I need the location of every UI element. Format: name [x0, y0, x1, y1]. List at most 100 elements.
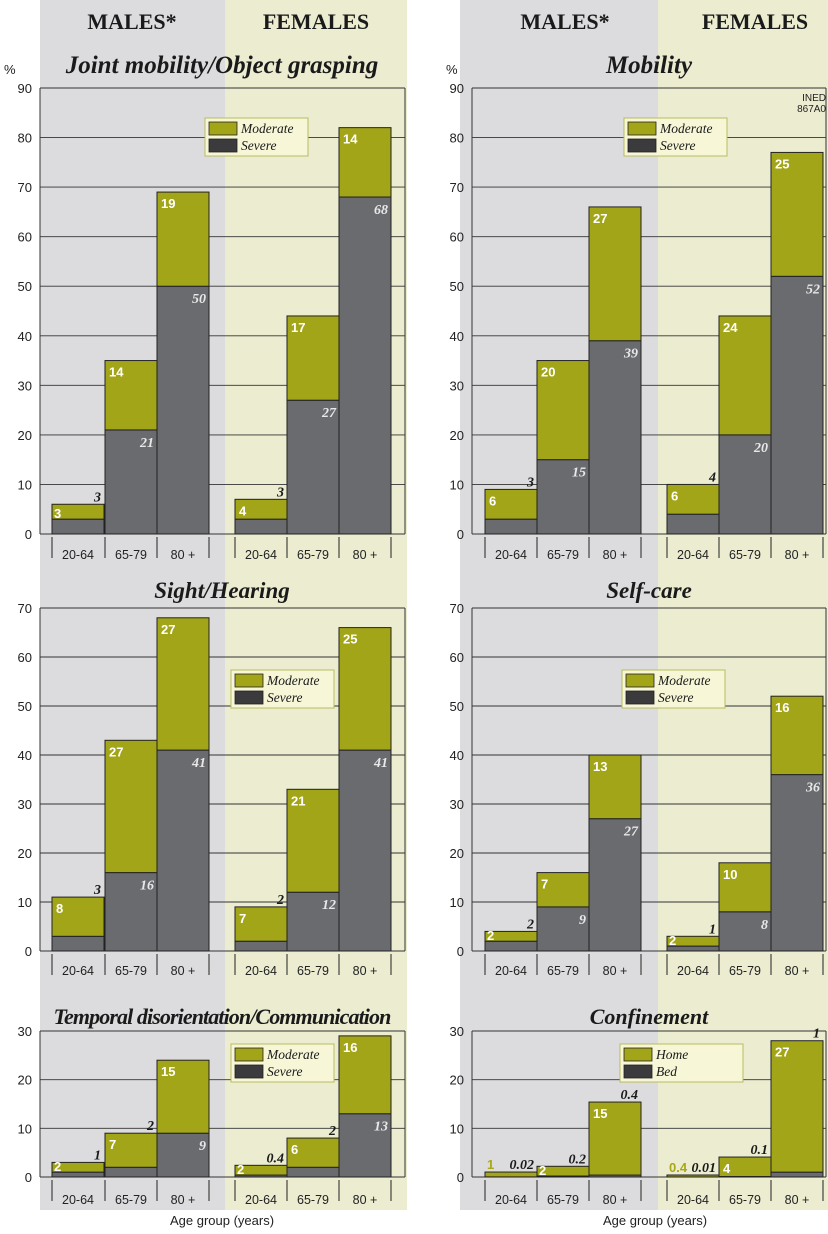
- legend-label: Severe: [658, 690, 693, 705]
- data-label-severe: 3: [276, 485, 284, 500]
- y-tick-label: 0: [25, 944, 32, 959]
- legend-swatch-severe: [627, 138, 657, 153]
- chart-panel-1: Joint mobility/Object grasping 0 10 20 30 40 5…: [18, 52, 406, 562]
- data-label-severe: 0.4: [267, 1151, 285, 1166]
- y-tick-label: 20: [450, 846, 464, 861]
- bar-severe: [104, 872, 158, 952]
- data-label-severe: 0.2: [569, 1152, 587, 1167]
- legend-label: Bed: [656, 1064, 677, 1079]
- bar-severe: [234, 518, 288, 535]
- bar-severe: [666, 513, 720, 535]
- category-label: 20-64: [677, 548, 709, 562]
- bar-moderate: [286, 788, 340, 893]
- y-tick-label: 60: [450, 650, 464, 665]
- bar-moderate: [536, 360, 590, 461]
- data-label-severe: 16: [140, 879, 154, 894]
- bar-severe: [286, 891, 340, 952]
- bar-moderate: [770, 1040, 824, 1173]
- chart-panel-6: Confinement 0 10 20 30 1 0.02 2 0.2 15 0.4 0.4 0.01 4…: [450, 1004, 827, 1207]
- category-label: 20-64: [495, 964, 527, 978]
- data-label-moderate: 6: [671, 488, 678, 503]
- category-label: 65-79: [729, 548, 761, 562]
- data-label-moderate: 14: [109, 365, 124, 380]
- bar-severe: [51, 935, 105, 952]
- data-label-moderate: 2: [539, 1163, 546, 1178]
- legend-swatch-severe: [234, 1064, 264, 1079]
- data-label-severe: 2: [146, 1119, 154, 1134]
- header-females-left: FEMALES: [263, 9, 369, 34]
- bar-moderate: [770, 695, 824, 776]
- y-tick-label: 40: [450, 329, 464, 344]
- bar-severe: [588, 818, 642, 952]
- data-label-moderate: 8: [56, 901, 63, 916]
- y-tick-label: 60: [450, 230, 464, 245]
- legend-swatch-moderate: [623, 1047, 653, 1062]
- data-label-moderate: 7: [239, 911, 246, 926]
- data-label-moderate: 16: [775, 700, 789, 715]
- y-tick-label: 10: [450, 477, 464, 492]
- x-axis-label-left: Age group (years): [170, 1213, 274, 1228]
- data-label-moderate: 27: [775, 1045, 789, 1060]
- y-tick-label: 60: [18, 230, 32, 245]
- bar-moderate: [666, 483, 720, 515]
- data-label-moderate: 27: [161, 622, 175, 637]
- legend: Moderate Severe: [230, 669, 335, 709]
- bar-moderate: [338, 127, 392, 198]
- chart-panel-2: Mobility 0 10 20 30 40 50 60 70 80 90 6 3 20 15 27 39 6 4 2…: [450, 52, 827, 562]
- category-label: 20-64: [495, 1193, 527, 1207]
- bar-moderate: [156, 1059, 210, 1134]
- y-tick-label: 50: [450, 699, 464, 714]
- category-label: 80 +: [171, 1193, 196, 1207]
- legend-label: Severe: [267, 1064, 302, 1079]
- y-tick-label: 80: [450, 131, 464, 146]
- y-tick-label: 20: [18, 846, 32, 861]
- source-label-line1: INED: [802, 93, 826, 104]
- y-tick-label: 70: [450, 601, 464, 616]
- legend: Moderate Severe: [230, 1043, 335, 1083]
- y-tick-label: 0: [457, 1170, 464, 1185]
- y-tick-label: 40: [18, 329, 32, 344]
- data-label-moderate: 0.4: [669, 1160, 688, 1175]
- bar-severe: [156, 285, 210, 535]
- data-label-moderate: 2: [237, 1162, 244, 1177]
- data-label-severe: 39: [623, 347, 638, 362]
- category-label: 65-79: [547, 1193, 579, 1207]
- legend-swatch-severe: [208, 138, 238, 153]
- category-label: 20-64: [677, 1193, 709, 1207]
- category-label: 65-79: [297, 1193, 329, 1207]
- males-background-right: [460, 0, 658, 1210]
- data-label-moderate: 2: [54, 1159, 61, 1174]
- y-tick-label: 30: [450, 378, 464, 393]
- bar-moderate: [51, 1161, 105, 1173]
- y-tick-label: 20: [450, 428, 464, 443]
- chart-panel-5: Temporal disorientation/Communication010…: [18, 1004, 406, 1207]
- bar-severe: [484, 518, 538, 535]
- y-tick-label: 60: [18, 650, 32, 665]
- data-label-moderate: 10: [723, 867, 737, 882]
- unit-label-left: %: [4, 62, 16, 77]
- bar-severe: [770, 774, 824, 952]
- y-tick-label: 30: [18, 1024, 32, 1039]
- legend: Moderate Severe: [623, 117, 728, 157]
- legend-swatch-severe: [623, 1064, 653, 1079]
- data-label-severe: 2: [526, 917, 534, 932]
- y-tick-label: 10: [18, 895, 32, 910]
- data-label-moderate: 25: [775, 156, 789, 171]
- data-label-severe: 41: [373, 756, 388, 771]
- category-label: 80 +: [603, 964, 628, 978]
- y-tick-label: 40: [18, 748, 32, 763]
- y-tick-label: 80: [18, 131, 32, 146]
- bar-moderate: [51, 896, 105, 937]
- y-tick-label: 50: [18, 699, 32, 714]
- category-label: 20-64: [677, 964, 709, 978]
- chart-panel-4: Self-care0102030405060702279132721108163…: [450, 578, 827, 978]
- category-label: 20-64: [245, 1193, 277, 1207]
- data-label-severe: 13: [374, 1120, 388, 1135]
- category-label: 20-64: [62, 1193, 94, 1207]
- bar-severe: [718, 434, 772, 535]
- data-label-severe: 1: [94, 1148, 101, 1163]
- category-label: 80 +: [603, 548, 628, 562]
- y-tick-label: 50: [450, 279, 464, 294]
- y-tick-label: 70: [450, 180, 464, 195]
- legend: Moderate Severe: [621, 669, 726, 709]
